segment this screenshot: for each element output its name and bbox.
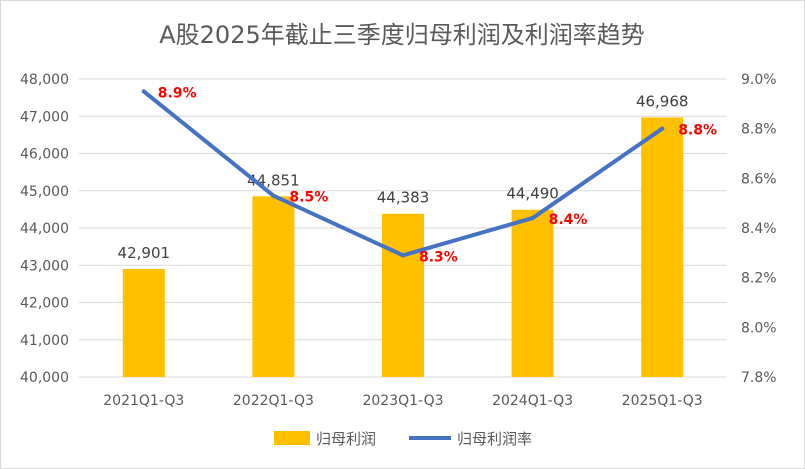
left-axis-tick-label: 43,000	[20, 258, 69, 274]
line-series: 8.9% 8.5% 8.3% 8.4% 8.8%	[141, 85, 717, 265]
line-data-label: 8.9%	[158, 85, 197, 101]
bar	[122, 268, 165, 377]
line-data-label: 8.5%	[289, 190, 328, 206]
left-axis-tick-label: 47,000	[20, 109, 69, 125]
category-tick-label: 2022Q1-Q3	[233, 393, 314, 409]
right-axis-tick-label: 8.4%	[741, 221, 777, 237]
bar-data-label: 42,901	[118, 244, 171, 262]
bar-data-label: 44,490	[506, 185, 559, 203]
category-tick-label: 2021Q1-Q3	[103, 393, 184, 409]
left-axis-tick-label: 41,000	[20, 333, 69, 349]
left-axis: 40,000 41,000 42,000 43,000 44,000 45,000 46,0…	[20, 72, 69, 386]
line-data-label: 8.8%	[678, 123, 717, 139]
legend-swatch-bar	[274, 431, 310, 445]
line-point	[141, 89, 146, 94]
left-axis-tick-label: 46,000	[20, 147, 69, 163]
chart-title: A股2025年截止三季度归母利润及利润率趋势	[159, 21, 645, 49]
left-axis-tick-label: 48,000	[20, 72, 69, 88]
right-axis-tick-label: 9.0%	[741, 72, 777, 88]
right-axis-tick-label: 8.2%	[741, 271, 777, 287]
line-data-label: 8.3%	[419, 249, 458, 265]
line-point	[271, 193, 276, 198]
bar-data-label: 46,968	[636, 92, 689, 110]
right-axis: 7.8% 8.0% 8.2% 8.4% 8.6% 8.8% 9.0%	[741, 72, 777, 386]
line-data-label: 8.4%	[549, 212, 588, 228]
right-axis-tick-label: 8.8%	[741, 122, 777, 138]
left-axis-tick-label: 42,000	[20, 296, 69, 312]
category-tick-label: 2023Q1-Q3	[362, 393, 443, 409]
bar-data-label: 44,383	[377, 189, 430, 207]
left-axis-tick-label: 40,000	[20, 370, 69, 386]
bar	[252, 196, 295, 377]
category-axis: 2021Q1-Q3 2022Q1-Q3 2023Q1-Q3 2024Q1-Q3 2025…	[103, 393, 702, 409]
right-axis-tick-label: 8.0%	[741, 320, 777, 336]
left-axis-tick-label: 44,000	[20, 221, 69, 237]
line-point	[530, 216, 535, 221]
bar	[641, 117, 684, 377]
legend-label: 归母利润率	[457, 430, 532, 448]
left-axis-tick-label: 45,000	[20, 184, 69, 200]
right-axis-tick-label: 7.8%	[741, 370, 777, 386]
line-point	[660, 126, 665, 131]
category-tick-label: 2025Q1-Q3	[622, 393, 703, 409]
bar	[511, 209, 554, 377]
legend-label: 归母利润	[316, 430, 376, 448]
bar	[382, 213, 424, 377]
category-tick-label: 2024Q1-Q3	[492, 393, 573, 409]
legend: 归母利润 归母利润率	[274, 430, 532, 448]
right-axis-tick-label: 8.6%	[741, 171, 777, 187]
line-point	[401, 253, 405, 258]
